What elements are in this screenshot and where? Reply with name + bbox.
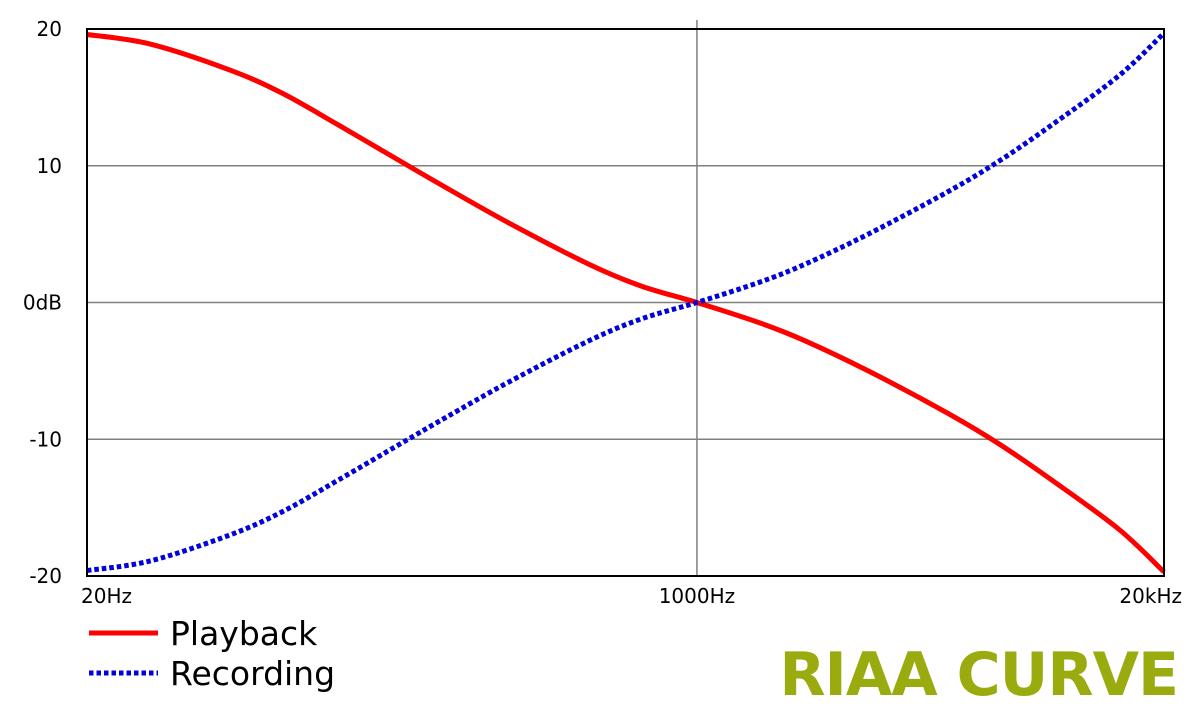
plot-border bbox=[86, 28, 1165, 577]
grid bbox=[87, 20, 1164, 576]
y-tick-label: 10 bbox=[37, 154, 62, 178]
plot-frame bbox=[86, 28, 1165, 577]
x-tick-label: 20kHz bbox=[1119, 584, 1182, 608]
x-tick-label: 1000Hz bbox=[659, 584, 735, 608]
legend-label-playback: Playback bbox=[170, 614, 318, 653]
series-line-recording bbox=[86, 31, 1166, 574]
series-layer bbox=[86, 31, 1166, 574]
tick-labels: 20 10 0dB -10 -20 20Hz 1000Hz 20kHz bbox=[23, 17, 1182, 608]
x-tick-label: 20Hz bbox=[81, 584, 132, 608]
y-tick-label: 0dB bbox=[23, 291, 62, 315]
y-tick-label: -20 bbox=[29, 564, 62, 588]
legend-label-recording: Recording bbox=[170, 654, 335, 693]
y-tick-label: 20 bbox=[37, 17, 62, 41]
series-line-playback bbox=[86, 31, 1166, 574]
y-tick-label: -10 bbox=[29, 427, 62, 451]
chart-caption: RIAA CURVE bbox=[779, 640, 1179, 710]
